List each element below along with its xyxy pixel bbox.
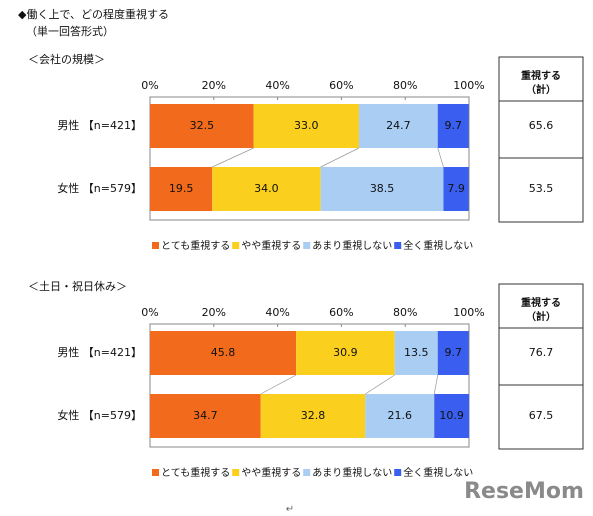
value-label: 21.6 (388, 409, 413, 422)
totals-header: （計） (526, 310, 556, 323)
legend-swatch (152, 242, 159, 249)
category-label: 女性 【n=579】 (57, 181, 142, 195)
category-label: 男性 【n=421】 (57, 345, 142, 359)
legend-label: やや重視する (241, 239, 301, 252)
page-title: ◆働く上で、どの程度重視する (18, 7, 169, 21)
connector (260, 374, 297, 395)
bar-segment (394, 331, 438, 375)
x-tick-label: 80% (393, 306, 417, 319)
legend-swatch (232, 469, 240, 476)
legend-swatch (394, 242, 402, 249)
value-label: 38.5 (370, 182, 395, 195)
value-label: 33.0 (294, 119, 319, 132)
chart-title: ＜会社の規模＞ (28, 52, 105, 66)
category-label: 男性 【n=421】 (57, 118, 142, 132)
x-tick-label: 60% (329, 306, 353, 319)
value-label: 7.9 (447, 182, 465, 195)
total-value: 67.5 (529, 409, 554, 422)
value-label: 34.7 (193, 409, 218, 422)
value-label: 9.7 (444, 119, 462, 132)
legend-label: あまり重視しない (312, 466, 392, 479)
bar-segment (150, 394, 261, 438)
value-label: 9.7 (444, 346, 462, 359)
totals-box (498, 283, 584, 450)
totals-header: 重視する (521, 69, 561, 82)
value-label: 10.9 (439, 409, 464, 422)
x-tick-label: 40% (265, 79, 289, 92)
x-tick-label: 100% (453, 79, 484, 92)
x-tick-label: 0% (141, 306, 158, 319)
total-value: 76.7 (529, 346, 554, 359)
legend-label: 全く重視しない (403, 466, 473, 479)
legend-label: 全く重視しない (403, 239, 473, 252)
page-subtitle: （単一回答形式） (26, 24, 114, 38)
connector (365, 374, 395, 395)
x-tick-label: 0% (141, 79, 158, 92)
bar-segment (150, 167, 213, 211)
value-label: 30.9 (333, 346, 358, 359)
chart-title: ＜土日・祝日休み＞ (28, 279, 127, 293)
x-tick-label: 80% (393, 79, 417, 92)
bar-segment (358, 104, 438, 148)
bar-segment (320, 167, 444, 211)
totals-header: （計） (526, 83, 556, 96)
bar-segment (365, 394, 435, 438)
category-label: 女性 【n=579】 (57, 408, 142, 422)
bar-segment (437, 331, 469, 375)
bar-segment (150, 104, 254, 148)
total-value: 65.6 (529, 119, 554, 132)
bar-segment (253, 104, 359, 148)
connector (437, 147, 444, 168)
connector (212, 147, 254, 168)
legend-label: あまり重視しない (312, 239, 392, 252)
plot-frame (149, 96, 470, 221)
value-label: 19.5 (169, 182, 194, 195)
legend-label: とても重視する (161, 239, 230, 252)
bar-segment (434, 394, 469, 438)
bar-segment (260, 394, 366, 438)
x-tick-label: 40% (265, 306, 289, 319)
connector (320, 147, 360, 168)
bar-segment (437, 104, 469, 148)
totals-box (498, 56, 584, 223)
x-tick-label: 20% (202, 79, 226, 92)
connector (433, 374, 439, 395)
legend-label: やや重視する (241, 466, 301, 479)
legend-swatch (303, 242, 311, 249)
legend-label: とても重視する (161, 466, 230, 479)
value-label: 32.5 (190, 119, 215, 132)
value-label: 34.0 (254, 182, 279, 195)
bar-segment (296, 331, 395, 375)
legend-swatch (303, 469, 311, 476)
plot-frame (149, 323, 470, 448)
totals-header: 重視する (521, 296, 561, 309)
x-tick-label: 20% (202, 306, 226, 319)
watermark: ReseMom (464, 479, 584, 504)
bar-segment (150, 331, 297, 375)
x-tick-label: 100% (453, 306, 484, 319)
bar-segment (212, 167, 321, 211)
legend-swatch (394, 469, 402, 476)
total-value: 53.5 (529, 182, 554, 195)
footer-mark: ↵ (286, 504, 294, 515)
legend-swatch (232, 242, 240, 249)
value-label: 32.8 (301, 409, 326, 422)
value-label: 13.5 (404, 346, 429, 359)
legend-swatch (152, 469, 159, 476)
bar-segment (443, 167, 469, 211)
x-tick-label: 60% (329, 79, 353, 92)
value-label: 45.8 (211, 346, 236, 359)
value-label: 24.7 (386, 119, 411, 132)
